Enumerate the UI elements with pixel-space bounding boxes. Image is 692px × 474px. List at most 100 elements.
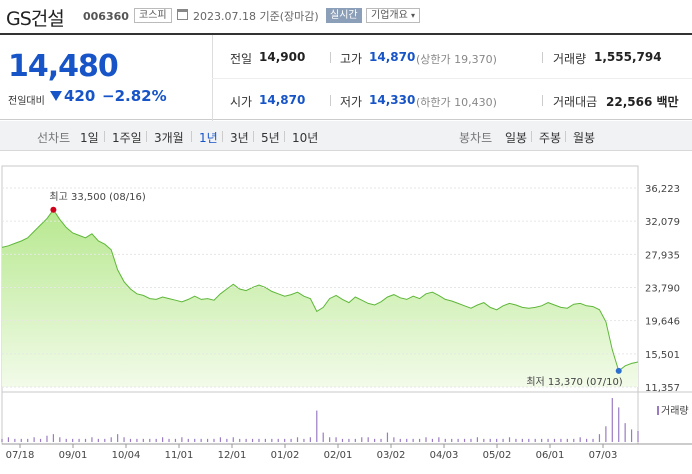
volume-bar (136, 438, 138, 442)
volume-value: 1,555,794 (594, 50, 662, 64)
y-tick-label: 23,790 (645, 284, 680, 295)
y-tick-label: 32,079 (645, 217, 680, 228)
divider (146, 131, 147, 142)
company-info-dropdown[interactable]: 기업개요 ▾ (366, 8, 421, 23)
volume-bar (361, 437, 363, 442)
volume-legend-swatch (657, 406, 659, 415)
volume-bar (104, 438, 106, 442)
volume-bar (72, 438, 74, 442)
volume-bar (431, 438, 434, 442)
tab-1day[interactable]: 1일 (80, 131, 99, 145)
divider (284, 131, 285, 142)
high-marker (50, 206, 57, 213)
quote-panel: 14,480 전일대비 420 −2.82% 전일 14,900 고가 14,8… (0, 33, 692, 121)
volume-bar (380, 438, 382, 442)
volume-bar (303, 438, 305, 442)
divider (542, 95, 543, 106)
volume-bar (284, 438, 286, 442)
volume-bar (329, 437, 331, 442)
tab-10year[interactable]: 10년 (292, 131, 319, 145)
volume-bar (200, 438, 202, 442)
volume-bar (91, 437, 93, 442)
x-tick-label: 12/01 (218, 450, 247, 461)
volume-bar (630, 429, 633, 442)
low-label: 저가 (340, 95, 363, 109)
tab-1year[interactable]: 1년 (199, 131, 218, 145)
volume-bar (84, 438, 87, 442)
prev-close-label: 전일 (230, 52, 253, 66)
volume-bar (296, 437, 299, 442)
x-tick-label: 09/01 (59, 450, 88, 461)
volume-bar (348, 438, 350, 442)
change-percent: −2.82% (102, 87, 167, 105)
volume-bar (457, 438, 459, 442)
candle-chart-header: 봉차트 (459, 131, 493, 145)
volume-bar (470, 438, 472, 442)
volume-bar (418, 438, 421, 442)
x-tick-label: 11/01 (165, 450, 194, 461)
x-tick-label: 05/02 (483, 450, 512, 461)
tab-daily-candle[interactable]: 일봉 (505, 131, 528, 145)
volume-bar (483, 438, 485, 442)
volume-bar (412, 438, 414, 442)
volume-bar (515, 438, 517, 442)
divider (531, 131, 532, 142)
volume-bar (451, 438, 453, 442)
low-label: 최저 13,370 (07/10) (526, 376, 622, 388)
y-tick-label: 19,646 (645, 317, 680, 328)
volume-bar (335, 437, 337, 442)
tab-monthly-candle[interactable]: 월봉 (573, 131, 596, 145)
x-tick-label: 03/02 (377, 450, 406, 461)
volume-bar (386, 432, 389, 442)
volume-bar (637, 431, 639, 442)
volume-bar (251, 438, 254, 442)
chart-annotations: 최고 33,500 (08/16) 최저 13,370 (07/10) (49, 191, 622, 388)
divider (253, 131, 254, 142)
tab-5year[interactable]: 5년 (261, 131, 280, 145)
volume-bar (341, 438, 344, 442)
y-tick-label: 36,223 (645, 184, 680, 195)
down-arrow-icon (50, 91, 62, 101)
volume-bar (476, 437, 478, 442)
divider (542, 52, 543, 63)
volume-bar (7, 437, 10, 442)
volume-bar (367, 437, 369, 442)
y-tick-label: 27,935 (645, 250, 680, 261)
volume-bar (245, 438, 247, 442)
low-marker (615, 367, 622, 374)
current-price: 14,480 (8, 49, 119, 84)
volume-bar (187, 438, 189, 442)
tab-1week[interactable]: 1주일 (112, 131, 142, 145)
volume-bar (290, 438, 292, 442)
chart-period-tabs: 선차트 1일 1주일 3개월 1년 3년 5년 10년 봉차트 일봉 주봉 월봉 (0, 121, 692, 151)
volume-bar (277, 438, 279, 442)
volume-bar (232, 437, 234, 442)
volume-bar (406, 438, 408, 442)
tab-3year[interactable]: 3년 (230, 131, 249, 145)
tab-weekly-candle[interactable]: 주봉 (539, 131, 562, 145)
divider (212, 78, 692, 79)
volume-bar (52, 434, 54, 442)
amount-value: 22,566 백만 (606, 95, 679, 109)
volume-bar (521, 438, 523, 442)
change-label: 전일대비 (8, 96, 45, 107)
volume-bar (155, 438, 157, 442)
volume-bar (592, 438, 594, 442)
open-label: 시가 (230, 95, 253, 109)
volume-bar (20, 438, 22, 442)
volume-bar (309, 437, 311, 442)
tab-3month[interactable]: 3개월 (154, 131, 184, 145)
low-value: 14,330 (369, 93, 416, 107)
y-axis: 36,223 32,079 27,935 23,790 19,646 15,501 11,3… (2, 184, 680, 394)
x-tick-label: 10/04 (112, 450, 141, 461)
volume-bar (149, 438, 151, 442)
market-badge: 코스피 (134, 8, 172, 23)
divider (104, 131, 105, 142)
divider (330, 95, 331, 106)
volume-bar (226, 438, 228, 442)
volume-bar (541, 438, 543, 442)
realtime-button[interactable]: 실시간 (326, 8, 362, 23)
volume-bar (168, 438, 170, 442)
volume-bar (271, 438, 273, 442)
volume-bar (553, 438, 556, 442)
